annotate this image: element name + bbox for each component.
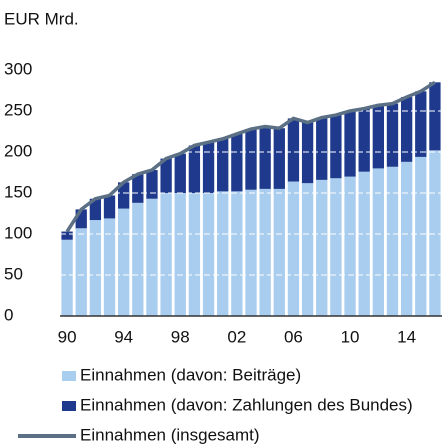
bar-segment <box>287 181 300 316</box>
bar-segment <box>89 198 102 221</box>
bar-segment <box>118 182 130 209</box>
bar-segment <box>287 118 300 182</box>
bar-segment <box>132 202 144 316</box>
bar-segment <box>429 150 441 316</box>
y-tick-label: 100 <box>4 223 32 242</box>
bar-segment <box>217 138 229 192</box>
bar-segment <box>231 133 243 192</box>
y-tick-label: 300 <box>4 59 32 78</box>
bar-segment <box>231 191 243 316</box>
bar-segment <box>301 183 314 316</box>
bar-segment <box>372 168 384 316</box>
bar-segment <box>118 208 130 316</box>
bar-segment <box>61 239 73 316</box>
bar-segment <box>103 195 116 219</box>
bar-segment <box>316 179 328 316</box>
x-tick-label: 90 <box>58 327 77 346</box>
bar-segment <box>415 156 427 316</box>
x-tick-label: 06 <box>284 327 303 346</box>
bar-segment <box>160 158 172 193</box>
bar-segment <box>273 128 285 189</box>
y-tick-label: 150 <box>4 182 32 201</box>
x-tick-label: 94 <box>114 327 133 346</box>
x-tick-label: 02 <box>227 327 246 346</box>
bar-segment <box>188 145 201 193</box>
bar-segment <box>330 115 342 179</box>
bar-segment <box>386 166 399 316</box>
y-tick-label: 50 <box>4 264 23 283</box>
legend-label: Einnahmen (davon: Zahlungen des Bundes) <box>80 395 413 414</box>
y-tick-label: 250 <box>4 100 32 119</box>
bar-segment <box>103 218 116 316</box>
bar-segment <box>89 220 102 316</box>
bar-segment <box>386 103 399 167</box>
bar-segment <box>245 189 257 316</box>
bar-segment <box>174 153 186 193</box>
bar-segment <box>202 142 215 193</box>
bar-segment <box>188 193 201 316</box>
bar-segment <box>400 97 413 162</box>
bar-segment <box>429 82 441 151</box>
chart-title: EUR Mrd. <box>4 9 79 28</box>
bar-segment <box>160 193 172 316</box>
bar-segment <box>301 122 314 184</box>
bar-segment <box>358 108 370 172</box>
bar-segment <box>358 171 370 316</box>
bar-segment <box>146 170 158 199</box>
x-tick-label: 10 <box>341 327 360 346</box>
x-tick-label: 14 <box>397 327 416 346</box>
bar-segment <box>132 174 144 203</box>
bar-segment <box>61 231 73 240</box>
bar-segment <box>146 198 158 316</box>
legend-swatch <box>62 371 76 381</box>
bar-segment <box>75 228 87 316</box>
bar-segment <box>344 176 356 316</box>
line <box>65 80 436 233</box>
bar-segment <box>316 117 328 180</box>
bar-segment <box>174 193 186 316</box>
bar-segment <box>75 209 87 229</box>
bar-segment <box>202 193 215 316</box>
bar-segment <box>217 191 229 316</box>
bar-segment <box>259 126 271 189</box>
bar-segment <box>344 111 356 177</box>
bar-segment <box>400 161 413 316</box>
legend-swatch <box>62 401 76 411</box>
y-tick-label: 0 <box>4 305 13 324</box>
bar-segment <box>415 91 427 157</box>
bar-segment <box>372 105 384 169</box>
bar-segment <box>245 129 257 190</box>
x-tick-label: 98 <box>171 327 190 346</box>
legend-label: Einnahmen (insgesamt) <box>80 425 260 444</box>
bar-segment <box>273 188 285 316</box>
bar-segment <box>330 178 342 316</box>
bar-segment <box>259 188 271 316</box>
legend-label: Einnahmen (davon: Beiträge) <box>80 365 301 384</box>
y-tick-label: 200 <box>4 141 32 160</box>
